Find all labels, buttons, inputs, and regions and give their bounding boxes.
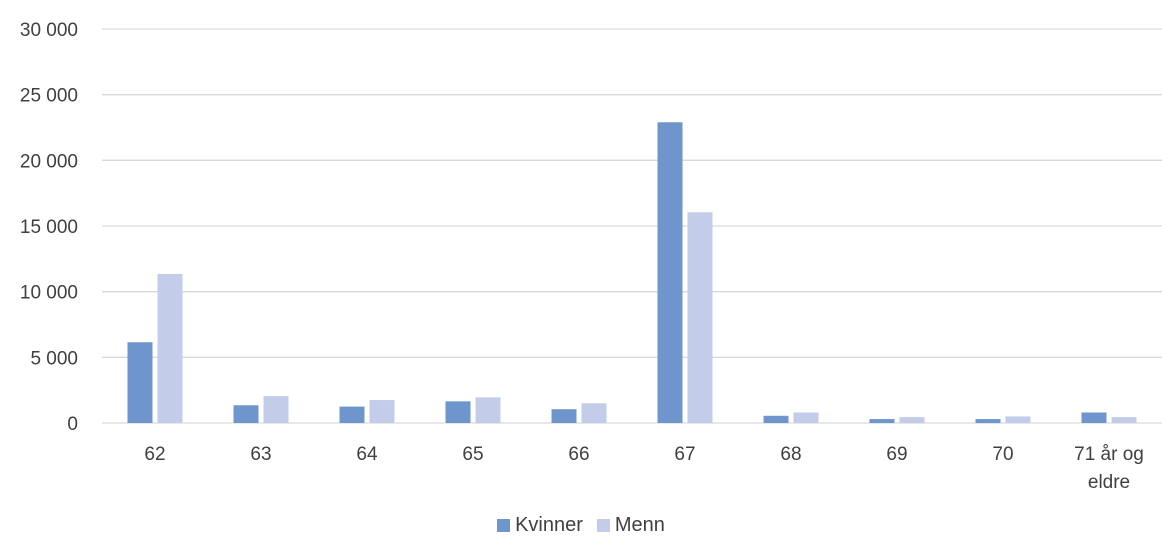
bar-menn-4 bbox=[475, 397, 501, 423]
x-tick-label: 69 bbox=[886, 444, 907, 465]
y-tick-label: 30 000 bbox=[20, 20, 78, 41]
y-tick-label: 10 000 bbox=[20, 283, 78, 304]
y-axis: 0 5 000 10 000 15 000 20 000 25 000 30 000 bbox=[20, 20, 78, 435]
legend-item-menn: Menn bbox=[596, 514, 665, 537]
legend-swatch-menn bbox=[596, 519, 610, 532]
x-tick-label: 63 bbox=[250, 444, 271, 465]
legend-label-kvinner: Kvinner bbox=[515, 514, 583, 536]
bar-menn-9 bbox=[1005, 416, 1031, 423]
bar-kvinner-9 bbox=[975, 419, 1001, 423]
bar-menn-8 bbox=[899, 417, 925, 423]
legend-label-menn: Menn bbox=[614, 514, 665, 536]
bar-kvinner-4 bbox=[445, 401, 471, 423]
bar-kvinner-7 bbox=[763, 415, 789, 423]
legend-item-kvinner: Kvinner bbox=[497, 514, 583, 537]
x-tick-label: 65 bbox=[462, 444, 483, 465]
bar-kvinner-3 bbox=[339, 406, 365, 423]
y-tick-label: 20 000 bbox=[20, 151, 78, 172]
x-axis: 62 63 64 65 66 67 68 69 70 71 år og eldre bbox=[144, 444, 1143, 493]
bar-kvinner-1 bbox=[127, 342, 153, 423]
gridlines bbox=[102, 28, 1162, 424]
bar-kvinner-5 bbox=[551, 409, 577, 423]
bar-menn-10 bbox=[1111, 417, 1137, 423]
bar-kvinner-6 bbox=[657, 122, 683, 423]
bars bbox=[127, 122, 1137, 423]
bar-kvinner-10 bbox=[1081, 412, 1107, 423]
x-tick-label: 62 bbox=[144, 444, 165, 465]
bar-menn-5 bbox=[581, 403, 607, 423]
bar-kvinner-2 bbox=[233, 405, 259, 423]
x-tick-label: 68 bbox=[780, 444, 801, 465]
bar-menn-2 bbox=[263, 396, 289, 423]
x-tick-label: 71 år og eldre bbox=[1074, 444, 1144, 493]
x-tick-label: 64 bbox=[356, 444, 378, 465]
bar-menn-1 bbox=[157, 273, 183, 423]
x-tick-label: 70 bbox=[992, 444, 1013, 465]
bar-menn-3 bbox=[369, 400, 395, 423]
bar-menn-7 bbox=[793, 412, 819, 423]
y-tick-label: 5 000 bbox=[30, 348, 78, 369]
y-tick-label: 15 000 bbox=[20, 217, 78, 238]
y-tick-label: 0 bbox=[67, 414, 78, 435]
y-tick-label: 25 000 bbox=[20, 86, 78, 107]
x-tick-label: 66 bbox=[568, 444, 589, 465]
x-tick-label: 67 bbox=[674, 444, 695, 465]
legend: Kvinner Menn bbox=[0, 514, 1162, 537]
bar-menn-6 bbox=[687, 212, 713, 423]
bar-kvinner-8 bbox=[869, 419, 895, 423]
legend-swatch-kvinner bbox=[497, 519, 511, 532]
